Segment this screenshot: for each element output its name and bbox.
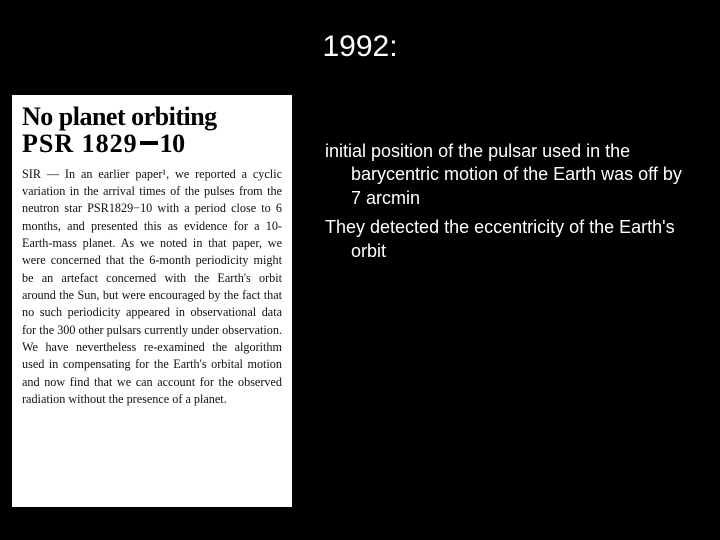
newspaper-clipping: No planet orbiting PSR 1829 10 SIR — In a…	[12, 95, 292, 507]
headline-line1: No planet orbiting	[22, 102, 217, 131]
headline-psr: PSR 1829	[22, 129, 138, 158]
headline-dash	[140, 141, 158, 145]
clipping-headline: No planet orbiting PSR 1829 10	[22, 103, 282, 158]
headline-suffix: 10	[160, 129, 185, 158]
slide-title: 1992:	[0, 30, 720, 64]
note-2: They detected the eccentricity of the Ea…	[325, 216, 685, 263]
clipping-body: SIR — In an earlier paper¹, we reported …	[22, 166, 282, 409]
note-1: initial position of the pulsar used in t…	[325, 140, 685, 210]
slide-notes: initial position of the pulsar used in t…	[325, 140, 685, 269]
